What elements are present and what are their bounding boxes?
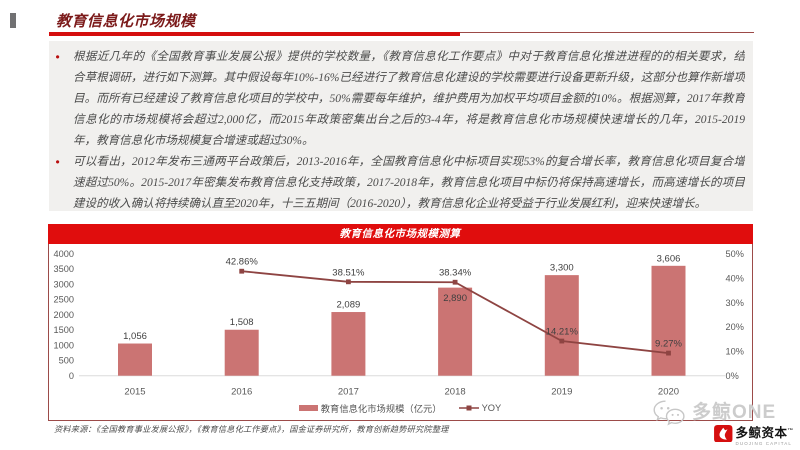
left-axis-tick-4000: 4000 (53, 249, 73, 259)
bar-value-label-2018: 2,890 (443, 293, 467, 304)
x-axis-label-2018: 2018 (444, 387, 465, 398)
x-axis-label-2017: 2017 (337, 387, 358, 398)
title-rule-thin (460, 31, 754, 34)
bar-2016 (224, 329, 259, 376)
chart-title-bar: 教育信息化市场规模测算 (47, 224, 753, 244)
x-axis-label-2016: 2016 (231, 387, 252, 398)
line-series-swatch (458, 405, 479, 411)
bullet-item-2: • 可以看出，2012年发布三通两平台政策后，2013-2016年，全国教育信息… (56, 152, 746, 215)
chart-legend: 教育信息化市场规模（亿元） YOY (49, 401, 752, 415)
x-axis-label-2020: 2020 (657, 387, 678, 398)
x-axis-label-2015: 2015 (124, 387, 145, 398)
left-axis-tick-3500: 3500 (53, 264, 73, 274)
yoy-value-label-2017: 38.51% (332, 267, 365, 278)
bar-2017 (330, 312, 365, 376)
left-axis-tick-2500: 2500 (53, 295, 73, 305)
yoy-marker-2017 (345, 279, 351, 285)
title-accent-bar (10, 13, 16, 28)
chart-title: 教育信息化市场规模测算 (339, 229, 461, 240)
right-axis-tick-30%: 30% (725, 298, 743, 308)
left-axis-tick-0: 0 (68, 371, 73, 381)
legend-label-line: YOY (481, 403, 502, 413)
bar-value-label-2016: 1,508 (229, 317, 253, 328)
chart-svg: 0 500 1000 1500 2000 2500 3000 3500 4000 0% 10% 20%… (53, 249, 743, 398)
bullet-icon: • (55, 154, 60, 169)
brand-tm: ™ (787, 427, 794, 434)
right-axis-tick-0%: 0% (725, 371, 738, 381)
bullet-text-2: 可以看出，2012年发布三通两平台政策后，2013-2016年，全国教育信息化中… (73, 155, 745, 211)
brand-logo: 多鲸资本™ DUOJING CAPITAL (714, 424, 794, 447)
bar-value-label-2015: 1,056 (123, 331, 147, 342)
left-axis-tick-2000: 2000 (53, 310, 73, 320)
x-axis-label-2019: 2019 (551, 387, 572, 398)
bar-value-label-2019: 3,300 (549, 263, 573, 274)
bar-value-label-2020: 3,606 (656, 253, 680, 264)
page-title: 教育信息化市场规模 (56, 14, 196, 30)
brand-subtitle: DUOJING CAPITAL (735, 441, 792, 447)
bullet-text-1: 根据近几年的《全国教育事业发展公报》提供的学校数量，《教育信息化工作要点》中对于… (73, 50, 745, 147)
brand-text-block: 多鲸资本™ DUOJING CAPITAL (735, 425, 794, 447)
yoy-marker-2019 (558, 338, 564, 344)
brand-icon (714, 424, 733, 442)
yoy-marker-2018 (452, 279, 457, 285)
yoy-marker-2020 (665, 350, 671, 356)
title-rule-thick (49, 31, 460, 36)
bar-2015 (117, 343, 152, 376)
yoy-value-label-2018: 38.34% (438, 268, 471, 279)
yoy-marker-2016 (238, 268, 244, 274)
yoy-value-label-2019: 14.21% (545, 327, 578, 338)
legend-item-line: YOY (458, 403, 502, 413)
left-axis-tick-1500: 1500 (53, 325, 73, 335)
chart-card: 教育信息化市场规模测算 0 500 1000 1500 2000 2500 3000 3500… (47, 224, 753, 421)
right-axis-tick-50%: 50% (725, 249, 743, 259)
left-axis-tick-1000: 1000 (53, 340, 73, 350)
right-axis-tick-40%: 40% (725, 273, 743, 283)
chart-plot-area: 0 500 1000 1500 2000 2500 3000 3500 4000 0% 10% 20%… (48, 244, 752, 420)
left-axis-tick-3000: 3000 (53, 279, 73, 289)
yoy-value-label-2016: 42.86% (225, 257, 258, 268)
bar-2020 (651, 265, 685, 376)
bar-2019 (544, 275, 579, 376)
right-axis-tick-10%: 10% (725, 347, 743, 357)
bullet-item-1: • 根据近几年的《全国教育事业发展公报》提供的学校数量，《教育信息化工作要点》中… (56, 47, 746, 152)
legend-label-bar: 教育信息化市场规模（亿元） (320, 404, 442, 414)
summary-panel: • 根据近几年的《全国教育事业发展公报》提供的学校数量，《教育信息化工作要点》中… (48, 41, 753, 211)
yoy-value-label-2020: 9.27% (655, 339, 682, 350)
left-axis-tick-500: 500 (58, 356, 73, 366)
legend-item-bar: 教育信息化市场规模（亿元） (298, 401, 442, 415)
brand-name: 多鲸资本™ (735, 425, 794, 440)
source-note: 资料来源：《全国教育事业发展公报》，《教育信息化工作要点》，国金证券研究所，教育… (54, 425, 449, 434)
bar-value-label-2017: 2,089 (336, 300, 360, 311)
bar-series-swatch (298, 405, 318, 411)
right-axis-tick-20%: 20% (725, 322, 743, 332)
bullet-icon: • (55, 49, 60, 64)
bar-2018 (437, 287, 472, 376)
